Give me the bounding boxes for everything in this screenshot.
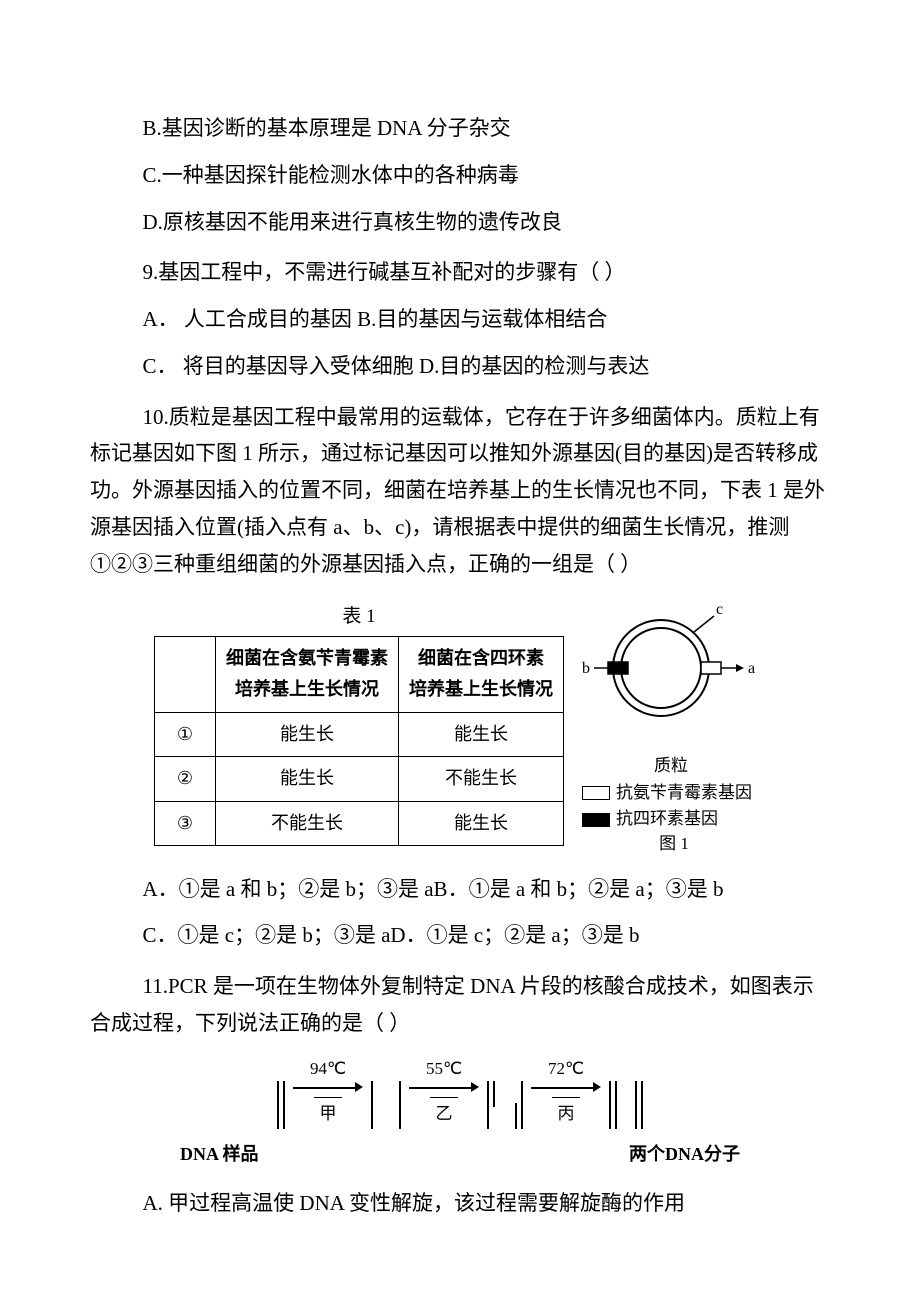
q10-r3-c2: 能生长	[399, 801, 564, 846]
q11-stem: 11.PCR 是一项在生物体外复制特定 DNA 片段的核酸合成技术，如图表示合成…	[90, 968, 830, 1042]
q10-r2-n: ②	[155, 757, 216, 802]
table-row: ① 能生长 能生长	[155, 712, 564, 757]
legend-box-white-icon	[582, 786, 610, 800]
q10-table-title: 表 1	[154, 600, 564, 633]
bar-icon	[493, 1081, 495, 1107]
q10-r3-n: ③	[155, 801, 216, 846]
bar-icon	[609, 1081, 611, 1129]
q9-options-row1: A． 人工合成目的基因 B.目的基因与运载体相结合	[90, 301, 830, 338]
q10-r2-c2: 不能生长	[399, 757, 564, 802]
pcr-cap-right: 两个DNA分子	[629, 1139, 740, 1171]
q10-th-col1: 细菌在含氨苄青霉素 培养基上生长情况	[216, 636, 399, 712]
pcr-step1-label: 甲	[314, 1097, 342, 1129]
bar-icon	[371, 1081, 373, 1129]
bar-icon	[635, 1081, 637, 1129]
pcr-step-2: 55℃ 乙	[409, 1060, 479, 1129]
pcr-step1-temp: 94℃	[310, 1060, 346, 1079]
plasmid-label-b: b	[582, 660, 590, 677]
prev-option-c: C.一种基因探针能检测水体中的各种病毒	[90, 157, 830, 194]
q10-th-col2-l1: 细菌在含四环素	[418, 648, 544, 668]
plasmid-legend-1: 抗氨苄青霉素基因	[582, 781, 766, 806]
arrow-icon	[409, 1078, 479, 1096]
pcr-bars-after1	[371, 1081, 401, 1129]
q10-r3-c1: 不能生长	[216, 801, 399, 846]
q10-stem: 10.质粒是基因工程中最常用的运载体，它存在于许多细菌体内。质粒上有标记基因如下…	[90, 399, 830, 583]
legend-box-black-icon	[582, 813, 610, 827]
pcr-bars-after2	[487, 1081, 523, 1129]
q9-stem: 9.基因工程中，不需进行碱基互补配对的步骤有（ ）	[90, 254, 830, 291]
plasmid-diagram: a b c	[576, 600, 766, 740]
bar-icon	[515, 1103, 517, 1129]
table-row: 细菌在含氨苄青霉素 培养基上生长情况 细菌在含四环素 培养基上生长情况	[155, 636, 564, 712]
plasmid-legend: 抗氨苄青霉素基因 抗四环素基因 图 1	[576, 781, 766, 857]
q10-th-col1-l2: 培养基上生长情况	[235, 679, 379, 699]
bar-icon	[277, 1081, 279, 1129]
plasmid-caption-main: 质粒	[576, 754, 766, 779]
bar-icon	[399, 1081, 401, 1129]
pcr-step2-label: 乙	[430, 1097, 458, 1129]
q10-options-row1: A．①是 a 和 b；②是 b；③是 aB．①是 a 和 b；②是 a；③是 b	[90, 871, 830, 908]
q10-th-col2-l2: 培养基上生长情况	[409, 679, 553, 699]
q9-option-c: C． 将目的基因导入受体细胞	[143, 354, 414, 378]
plasmid-legend-2: 抗四环素基因	[582, 807, 766, 832]
q10-th-col2: 细菌在含四环素 培养基上生长情况	[399, 636, 564, 712]
pcr-bars-end	[609, 1081, 643, 1129]
q10-th-blank	[155, 636, 216, 712]
bar-icon	[487, 1081, 489, 1129]
pcr-step3-label: 丙	[552, 1097, 580, 1129]
pcr-step3-temp: 72℃	[548, 1060, 584, 1079]
pcr-captions: DNA 样品 两个DNA分子	[180, 1139, 740, 1171]
page: B.基因诊断的基本原理是 DNA 分子杂交 C.一种基因探针能检测水体中的各种病…	[0, 0, 920, 1302]
q10-r2-c1: 能生长	[216, 757, 399, 802]
q10-figure-row: 表 1 细菌在含氨苄青霉素 培养基上生长情况 细菌在含四环素 培养基上生长情况 …	[90, 600, 830, 856]
q9-option-d: D.目的基因的检测与表达	[419, 354, 649, 378]
prev-option-b: B.基因诊断的基本原理是 DNA 分子杂交	[90, 110, 830, 147]
q10-r1-c2: 能生长	[399, 712, 564, 757]
bar-icon	[641, 1081, 643, 1129]
arrow-icon	[293, 1078, 363, 1096]
bar-icon	[283, 1081, 285, 1129]
table-row: ② 能生长 不能生长	[155, 757, 564, 802]
q10-table-wrap: 表 1 细菌在含氨苄青霉素 培养基上生长情况 细菌在含四环素 培养基上生长情况 …	[154, 600, 564, 846]
plasmid-legend-2-text: 抗四环素基因	[616, 807, 718, 832]
q10-r1-c1: 能生长	[216, 712, 399, 757]
q9-option-b: B.目的基因与运载体相结合	[357, 307, 607, 331]
q10-table: 细菌在含氨苄青霉素 培养基上生长情况 细菌在含四环素 培养基上生长情况 ① 能生…	[154, 636, 564, 847]
q11-option-a: A. 甲过程高温使 DNA 变性解旋，该过程需要解旋酶的作用	[90, 1185, 830, 1222]
pcr-cap-left: DNA 样品	[180, 1139, 259, 1171]
pcr-step-1: 94℃ 甲	[293, 1060, 363, 1129]
plasmid-legend-1-text: 抗氨苄青霉素基因	[616, 781, 752, 806]
plasmid-label-c: c	[716, 601, 723, 618]
q10-th-col1-l1: 细菌在含氨苄青霉素	[226, 648, 388, 668]
q10-r1-n: ①	[155, 712, 216, 757]
table-row: ③ 不能生长 能生长	[155, 801, 564, 846]
pcr-bars-start	[277, 1081, 285, 1129]
plasmid-fig-label: 图 1	[582, 832, 766, 857]
q10-plasmid-wrap: a b c 质粒 抗氨苄青霉素基因 抗四环素基因 图 1	[576, 600, 766, 856]
bar-icon	[615, 1081, 617, 1129]
arrow-icon	[531, 1078, 601, 1096]
q10-options-row2: C．①是 c；②是 b；③是 aD．①是 c；②是 a；③是 b	[90, 917, 830, 954]
q9-option-a: A． 人工合成目的基因	[143, 307, 352, 331]
pcr-diagram: 94℃ 甲 55℃ 乙 72℃ 丙	[90, 1060, 830, 1129]
q9-options-row2: C． 将目的基因导入受体细胞 D.目的基因的检测与表达	[90, 348, 830, 385]
pcr-step2-temp: 55℃	[426, 1060, 462, 1079]
plasmid-label-a: a	[748, 660, 755, 677]
bar-icon	[521, 1081, 523, 1129]
pcr-step-3: 72℃ 丙	[531, 1060, 601, 1129]
prev-option-d: D.原核基因不能用来进行真核生物的遗传改良	[90, 204, 830, 241]
